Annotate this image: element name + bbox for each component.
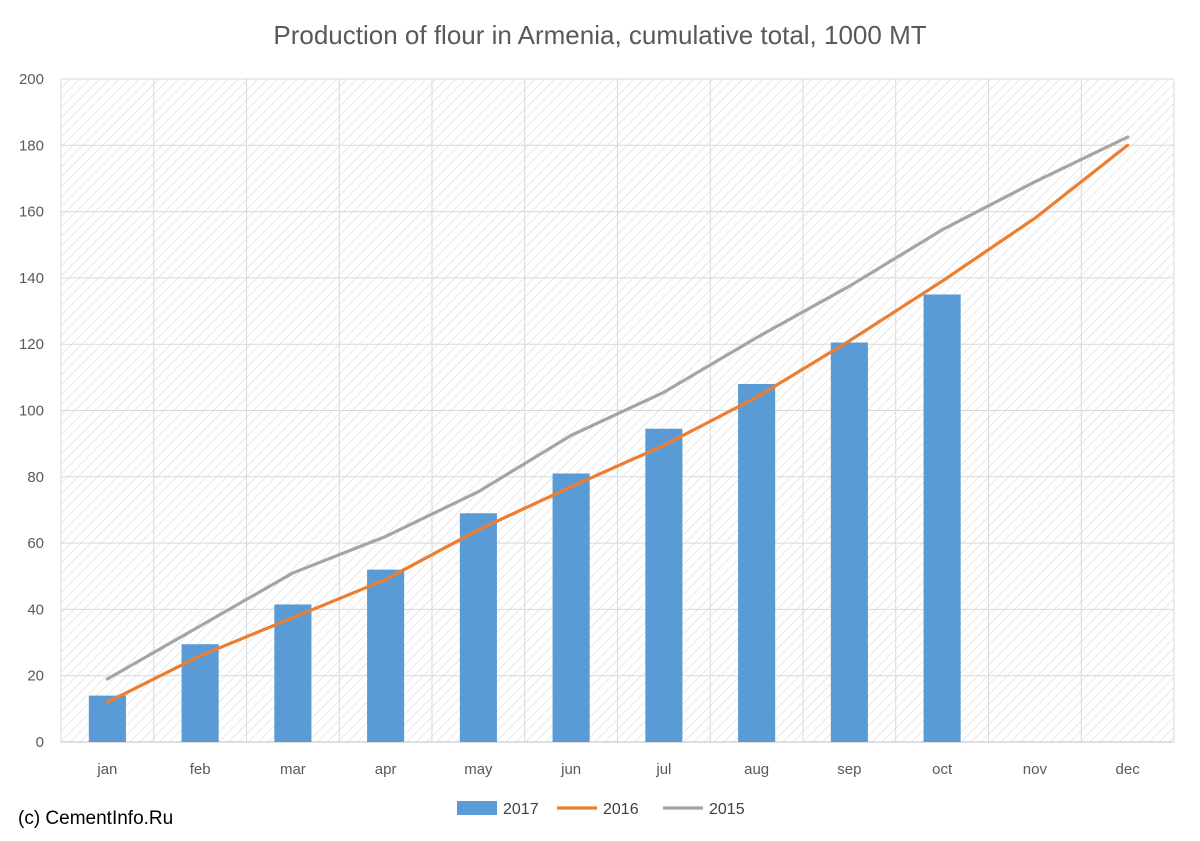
bar-2017-jul (645, 428, 683, 742)
gridlines (60, 78, 1175, 743)
y-tick-label: 20 (27, 668, 44, 685)
y-tick-label: 160 (19, 204, 44, 221)
bar-2017-mar (274, 604, 312, 742)
y-tick-label: 140 (19, 270, 44, 287)
y-tick-label: 80 (27, 469, 44, 486)
bar-2017-aug (738, 383, 776, 742)
axes: 0 20 40 60 80 100 120 140 160 180 200 jan feb mar apr m… (19, 71, 1174, 778)
legend: 2017 2016 2015 (457, 801, 745, 818)
bar-series (88, 294, 961, 742)
legend-label-2017: 2017 (503, 801, 539, 818)
x-tick-label: jun (560, 761, 581, 778)
bar-2017-oct (923, 294, 961, 742)
x-tick-label: oct (932, 761, 953, 778)
y-tick-label: 100 (19, 403, 44, 420)
legend-label-2016: 2016 (603, 801, 639, 818)
line-series (105, 135, 1130, 704)
x-tick-label: feb (190, 761, 211, 778)
line-series-2016 (105, 143, 1130, 704)
y-tick-label: 40 (27, 601, 44, 618)
x-tick-label: sep (837, 761, 861, 778)
x-tick-label: jul (655, 761, 671, 778)
bar-2017-may (459, 513, 497, 742)
bar-2017-feb (181, 644, 219, 742)
legend-label-2015: 2015 (709, 801, 745, 818)
bar-2017-jun (552, 473, 590, 742)
legend-swatch-2017 (457, 801, 497, 815)
x-tick-label: mar (280, 761, 306, 778)
y-tick-label: 120 (19, 336, 44, 353)
line-series-2015 (105, 135, 1130, 681)
x-tick-label: may (464, 761, 493, 778)
y-tick-label: 0 (36, 734, 44, 751)
x-tick-label: jan (96, 761, 117, 778)
x-tick-label: apr (375, 761, 397, 778)
y-tick-label: 60 (27, 535, 44, 552)
bar-2017-sep (830, 342, 868, 742)
bar-2017-apr (367, 569, 405, 742)
x-tick-label: nov (1023, 761, 1048, 778)
x-tick-label: dec (1116, 761, 1141, 778)
x-tick-label: aug (744, 761, 769, 778)
chart-title: Production of flour in Armenia, cumulati… (273, 20, 927, 50)
y-tick-label: 200 (19, 71, 44, 88)
source-credit: (c) CementInfo.Ru (18, 808, 174, 829)
y-tick-label: 180 (19, 137, 44, 154)
